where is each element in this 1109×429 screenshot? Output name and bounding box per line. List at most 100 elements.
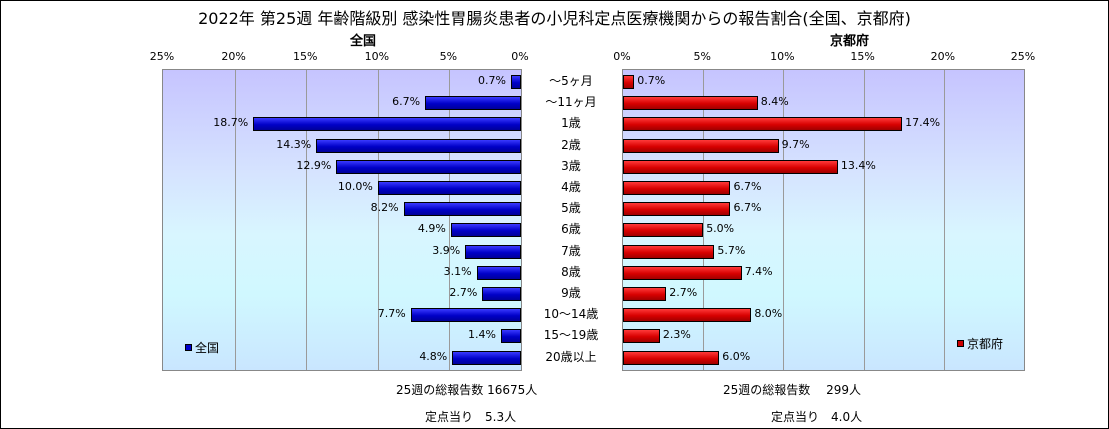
national-value-label: 4.9% bbox=[417, 222, 446, 236]
kyoto-value-label: 9.7% bbox=[781, 137, 810, 151]
national-bar bbox=[500, 329, 521, 344]
age-category-label: 20歳以上 bbox=[545, 349, 597, 364]
kyoto-x-tick-label: 5% bbox=[693, 50, 711, 63]
legend-label-kyoto: 京都府 bbox=[967, 337, 1004, 351]
kyoto-bar bbox=[623, 159, 838, 174]
national-bar bbox=[410, 308, 521, 323]
kyoto-bar bbox=[623, 181, 731, 195]
chart-title: 2022年 第25週 年齢階級別 感染性胃腸炎患者の小児科定点医療機関からの報告… bbox=[198, 9, 911, 28]
national-value-label: 4.8% bbox=[419, 349, 448, 363]
kyoto-gridline bbox=[783, 70, 785, 370]
kyoto-bar bbox=[623, 202, 731, 217]
kyoto-bar bbox=[623, 75, 635, 89]
national-bar bbox=[482, 287, 521, 301]
national-plot-area bbox=[162, 69, 522, 371]
kyoto-total-reports: 25週の総報告数 299人 bbox=[723, 383, 861, 397]
national-value-label: 2.7% bbox=[449, 286, 478, 299]
national-bar bbox=[476, 265, 521, 280]
panel-label-kyoto: 京都府 bbox=[830, 34, 870, 49]
age-category-label: 4歳 bbox=[561, 180, 581, 194]
national-bar bbox=[253, 117, 521, 132]
national-gridline bbox=[234, 70, 236, 370]
kyoto-value-label: 2.7% bbox=[669, 286, 698, 299]
national-per-site: 定点当り 5.3人 bbox=[425, 410, 517, 424]
kyoto-value-label: 6.7% bbox=[733, 180, 762, 193]
national-bar bbox=[316, 138, 521, 153]
national-value-label: 3.1% bbox=[443, 264, 472, 278]
age-category-label: 10～14歳 bbox=[543, 307, 599, 322]
kyoto-gridline bbox=[703, 70, 705, 370]
kyoto-bar bbox=[623, 265, 742, 280]
kyoto-value-label: 8.4% bbox=[760, 95, 789, 109]
age-category-label: 2歳 bbox=[561, 137, 581, 152]
legend-label-national: 全国 bbox=[195, 341, 220, 355]
kyoto-bar bbox=[623, 329, 660, 344]
kyoto-value-label: 0.7% bbox=[637, 74, 666, 87]
national-gridline bbox=[306, 70, 308, 370]
kyoto-bar bbox=[623, 117, 903, 132]
age-category-label: 15～19歳 bbox=[543, 328, 599, 343]
kyoto-x-tick-label: 25% bbox=[1010, 50, 1036, 63]
kyoto-value-label: 2.3% bbox=[662, 328, 691, 342]
national-value-label: 3.9% bbox=[432, 243, 461, 257]
national-value-label: 1.4% bbox=[468, 328, 496, 342]
national-total-reports: 25週の総報告数 16675人 bbox=[396, 383, 538, 397]
national-x-tick-label: 10% bbox=[364, 50, 390, 63]
kyoto-value-label: 17.4% bbox=[905, 116, 941, 130]
national-value-label: 18.7% bbox=[213, 116, 249, 130]
national-bar bbox=[450, 223, 521, 238]
age-category-label: ～11ヶ月 bbox=[545, 95, 597, 110]
national-value-label: 14.3% bbox=[276, 137, 312, 151]
national-value-label: 0.7% bbox=[478, 74, 506, 87]
national-bar bbox=[465, 244, 521, 259]
kyoto-value-label: 7.4% bbox=[744, 264, 773, 278]
national-x-tick-label: 25% bbox=[149, 50, 175, 63]
kyoto-x-tick-label: 10% bbox=[770, 50, 795, 63]
age-category-label: 7歳 bbox=[561, 243, 581, 258]
national-x-tick-label: 5% bbox=[439, 50, 458, 63]
kyoto-value-label: 8.0% bbox=[754, 307, 783, 321]
age-category-label: 8歳 bbox=[561, 264, 581, 279]
kyoto-value-label: 6.0% bbox=[722, 349, 751, 363]
national-value-label: 12.9% bbox=[296, 158, 332, 172]
national-x-tick-label: 0% bbox=[511, 50, 529, 63]
national-bar bbox=[452, 350, 521, 365]
kyoto-value-label: 13.4% bbox=[840, 158, 876, 172]
kyoto-bar bbox=[623, 308, 752, 323]
national-gridline bbox=[449, 70, 451, 370]
national-x-tick-label: 15% bbox=[292, 50, 318, 63]
kyoto-bar bbox=[623, 96, 758, 111]
panel-label-national: 全国 bbox=[350, 34, 377, 49]
kyoto-bar bbox=[623, 287, 667, 301]
kyoto-per-site: 定点当り 4.0人 bbox=[771, 410, 863, 424]
legend-swatch-national bbox=[185, 344, 192, 351]
national-value-label: 7.7% bbox=[377, 307, 406, 321]
national-bar bbox=[377, 181, 521, 195]
legend-kyoto: 京都府 bbox=[957, 335, 1003, 352]
kyoto-x-tick-label: 0% bbox=[613, 50, 631, 63]
age-category-label: ～5ヶ月 bbox=[549, 74, 593, 88]
kyoto-gridline bbox=[943, 70, 945, 370]
age-category-label: 1歳 bbox=[561, 116, 581, 131]
kyoto-plot-area bbox=[622, 69, 1025, 371]
kyoto-bar bbox=[623, 350, 720, 365]
national-bar bbox=[510, 75, 521, 89]
national-gridline bbox=[377, 70, 379, 370]
legend-national: 全国 bbox=[185, 339, 219, 356]
kyoto-bar bbox=[623, 223, 704, 238]
kyoto-bar bbox=[623, 138, 779, 153]
age-category-label: 3歳 bbox=[561, 158, 581, 173]
national-bar bbox=[425, 96, 521, 111]
age-category-label: 5歳 bbox=[561, 201, 581, 216]
age-category-label: 9歳 bbox=[561, 286, 581, 300]
kyoto-x-tick-label: 15% bbox=[850, 50, 875, 63]
national-bar bbox=[336, 159, 521, 174]
national-value-label: 10.0% bbox=[337, 180, 373, 193]
kyoto-bar bbox=[623, 244, 715, 259]
kyoto-value-label: 5.0% bbox=[706, 222, 735, 236]
kyoto-gridline bbox=[863, 70, 865, 370]
kyoto-value-label: 6.7% bbox=[733, 201, 762, 215]
national-bar bbox=[403, 202, 521, 217]
age-category-label: 6歳 bbox=[561, 222, 581, 237]
national-value-label: 6.7% bbox=[392, 95, 421, 109]
